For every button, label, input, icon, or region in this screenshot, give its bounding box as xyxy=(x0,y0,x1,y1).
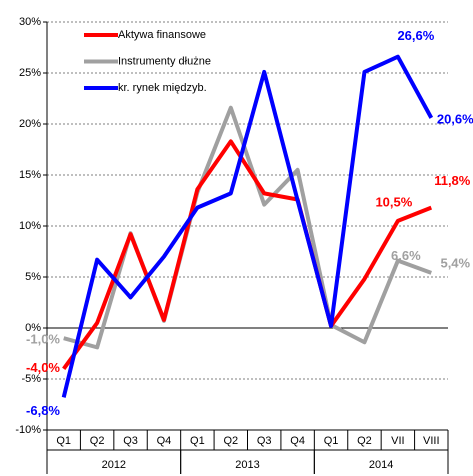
group-label: 2014 xyxy=(369,459,393,471)
x-tick-label: Q4 xyxy=(290,435,305,447)
data-label: -1,0% xyxy=(26,332,60,347)
legend-label: Aktywa finansowe xyxy=(118,29,206,41)
series-line xyxy=(62,139,433,370)
y-tick-label: 15% xyxy=(19,169,41,181)
data-label: 6,6% xyxy=(391,248,421,263)
data-label: -6,8% xyxy=(26,403,60,418)
y-tick-label: 20% xyxy=(19,118,41,130)
data-label: -4,0% xyxy=(26,360,60,375)
data-label: 11,8% xyxy=(434,173,471,188)
x-tick-label: Q1 xyxy=(324,435,339,447)
y-tick-label: 30% xyxy=(19,16,41,28)
data-label: 10,5% xyxy=(375,194,412,209)
x-tick-label: Q3 xyxy=(123,435,138,447)
y-tick-label: 25% xyxy=(19,67,41,79)
data-label: 20,6% xyxy=(437,111,473,126)
series-line xyxy=(63,105,432,350)
x-tick-label: Q1 xyxy=(56,435,71,447)
data-label: 5,4% xyxy=(440,255,470,270)
x-tick-label: VIII xyxy=(423,435,440,447)
y-tick-label: 5% xyxy=(25,271,41,283)
x-tick-label: Q2 xyxy=(90,435,105,447)
legend-label: Instrumenty dłużne xyxy=(118,55,211,67)
series-line xyxy=(61,54,434,398)
legend-label: kr. rynek międzyb. xyxy=(118,82,207,94)
y-tick-label: -5% xyxy=(21,373,41,385)
y-tick-label: 0% xyxy=(25,322,41,334)
y-tick-label: 10% xyxy=(19,220,41,232)
x-tick-label: Q2 xyxy=(223,435,238,447)
y-tick-label: -10% xyxy=(15,424,41,436)
x-tick-label: Q2 xyxy=(357,435,372,447)
x-tick-label: Q3 xyxy=(257,435,272,447)
x-tick-label: Q4 xyxy=(157,435,172,447)
group-label: 2012 xyxy=(102,459,126,471)
data-label: 26,6% xyxy=(397,28,434,43)
group-label: 2013 xyxy=(235,459,259,471)
x-tick-label: Q1 xyxy=(190,435,205,447)
x-tick-label: VII xyxy=(391,435,404,447)
